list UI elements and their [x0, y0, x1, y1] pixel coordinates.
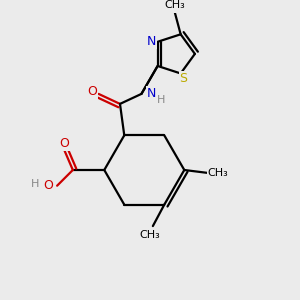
Text: S: S	[179, 72, 188, 85]
Text: H: H	[157, 95, 166, 105]
Text: O: O	[59, 137, 69, 150]
Text: H: H	[31, 179, 39, 189]
Text: CH₃: CH₃	[165, 0, 185, 10]
Text: O: O	[43, 179, 53, 192]
Text: CH₃: CH₃	[140, 230, 160, 240]
Text: N: N	[147, 87, 156, 100]
Text: O: O	[87, 85, 97, 98]
Text: N: N	[147, 35, 156, 48]
Text: CH₃: CH₃	[208, 168, 228, 178]
